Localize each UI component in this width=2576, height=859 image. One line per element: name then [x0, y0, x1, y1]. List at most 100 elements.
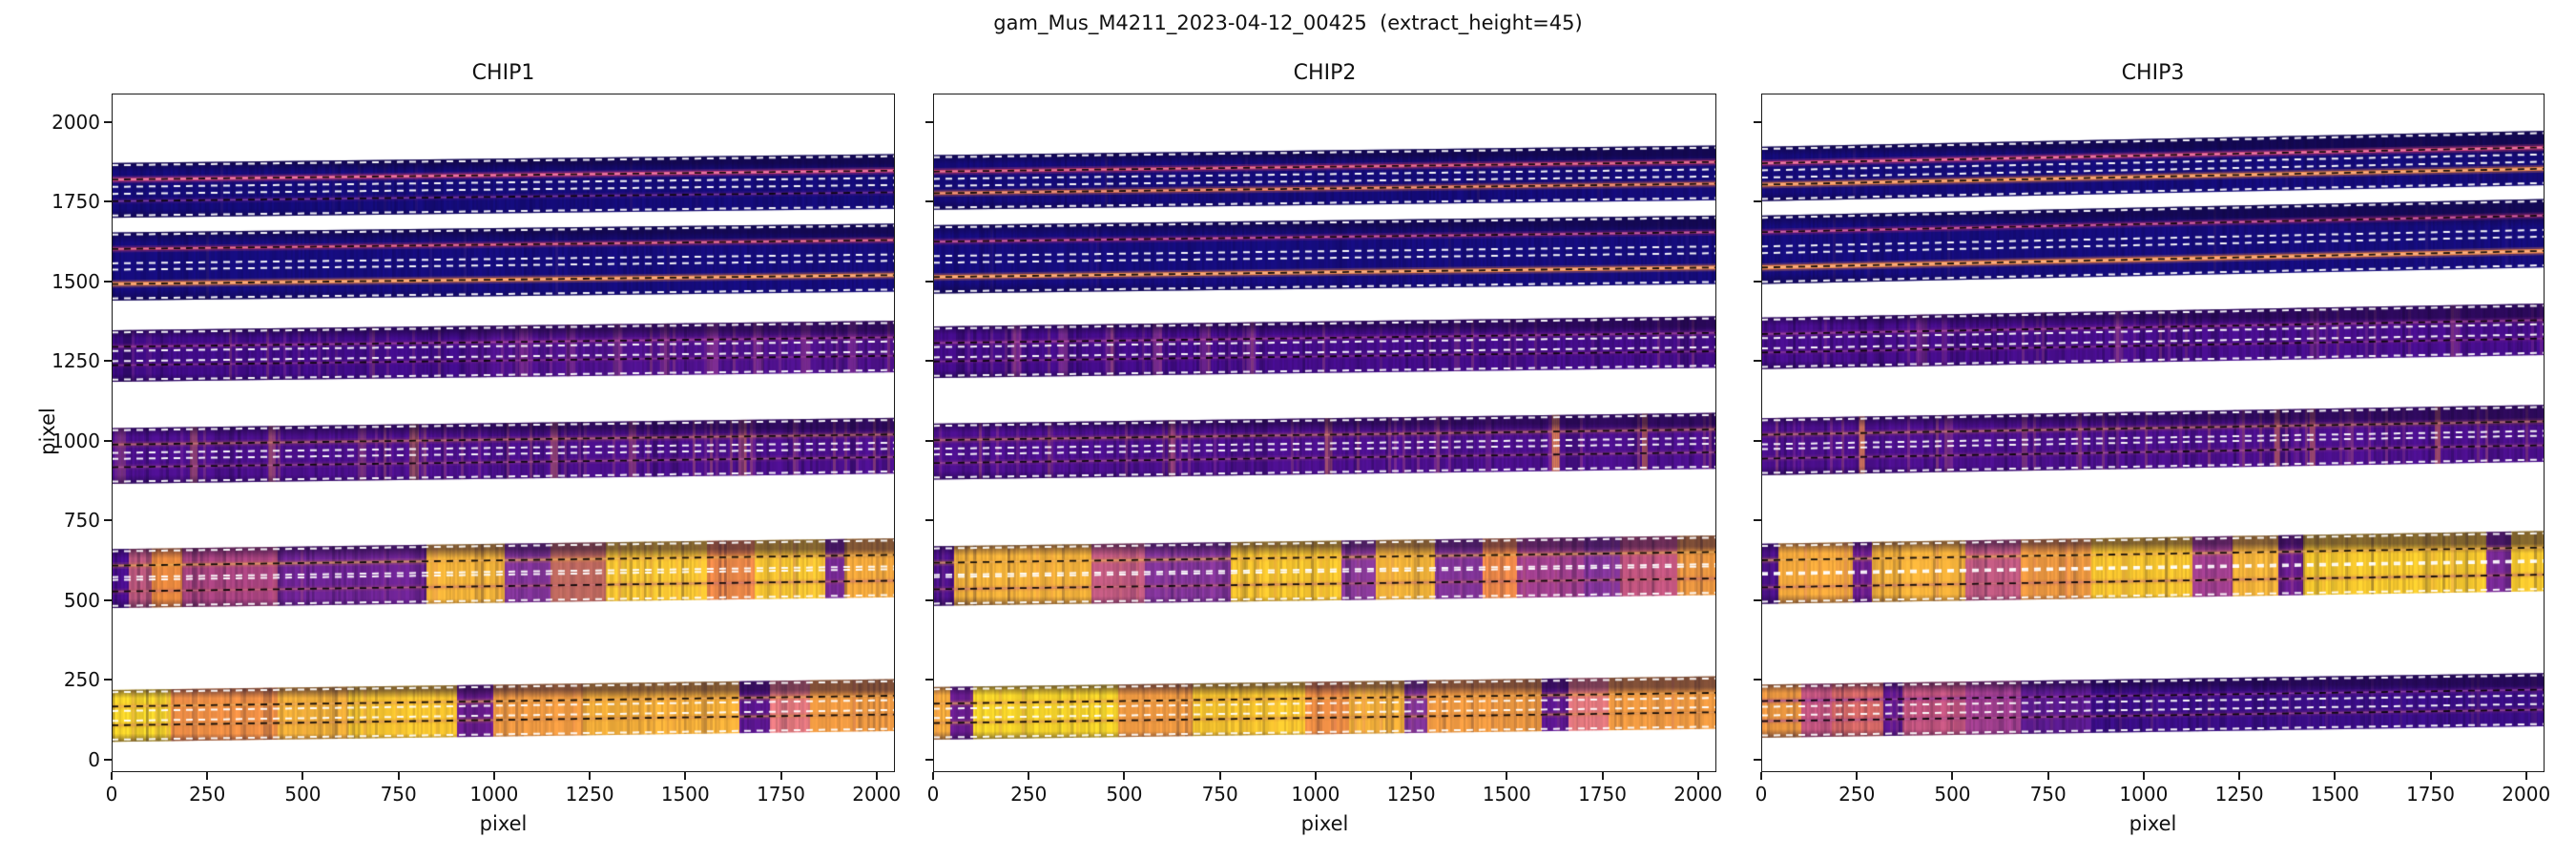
x-tick-mark: [779, 772, 782, 780]
x-tick-mark: [684, 772, 687, 780]
y-tick-mark: [925, 280, 933, 283]
x-tick-mark: [2524, 772, 2527, 780]
y-tick-label: 1250: [52, 349, 100, 373]
y-tick-mark: [925, 519, 933, 522]
panel-title-chip3: CHIP3: [2121, 61, 2185, 85]
x-tick-label: 500: [1106, 783, 1143, 806]
y-tick-mark: [925, 439, 933, 442]
x-tick-mark: [2334, 772, 2337, 780]
x-tick-label: 750: [1201, 783, 1238, 806]
y-tick-mark: [104, 679, 112, 681]
y-tick-mark: [104, 439, 112, 442]
x-tick-mark: [1123, 772, 1126, 780]
x-tick-label: 1500: [2310, 783, 2359, 806]
panel-title-chip1: CHIP1: [471, 61, 535, 85]
chip2-spectra-canvas: [933, 94, 1716, 772]
x-tick-mark: [932, 772, 934, 780]
y-tick-label: 1500: [52, 269, 100, 293]
x-tick-mark: [1410, 772, 1413, 780]
y-tick-label: 250: [63, 668, 100, 692]
y-tick-mark: [925, 598, 933, 601]
x-tick-label: 1250: [2214, 783, 2264, 806]
y-tick-label: 1750: [52, 190, 100, 214]
x-tick-label: 0: [1755, 783, 1768, 806]
x-tick-label: 2000: [1673, 783, 1723, 806]
x-tick-label: 250: [1010, 783, 1048, 806]
x-tick-label: 0: [105, 783, 118, 806]
y-tick-mark: [104, 758, 112, 761]
y-tick-mark: [1754, 598, 1761, 601]
y-tick-mark: [925, 758, 933, 761]
x-tick-mark: [397, 772, 400, 780]
x-tick-label: 750: [2029, 783, 2067, 806]
y-tick-label: 1000: [52, 429, 100, 452]
y-tick-mark: [104, 280, 112, 283]
y-tick-label: 0: [88, 747, 100, 771]
y-tick-mark: [104, 121, 112, 124]
x-tick-mark: [2238, 772, 2241, 780]
x-tick-label: 750: [380, 783, 417, 806]
y-tick-mark: [925, 121, 933, 124]
x-tick-label: 1500: [660, 783, 710, 806]
x-tick-label: 500: [284, 783, 322, 806]
x-tick-label: 1250: [1386, 783, 1436, 806]
x-tick-label: 1750: [757, 783, 805, 806]
x-tick-label: 1250: [565, 783, 614, 806]
y-tick-mark: [1754, 121, 1761, 124]
x-tick-label: 500: [1934, 783, 1971, 806]
x-tick-mark: [875, 772, 878, 780]
x-tick-mark: [1506, 772, 1508, 780]
y-tick-mark: [1754, 360, 1761, 363]
x-axis-label: pixel: [2129, 812, 2177, 835]
x-tick-mark: [111, 772, 113, 780]
chip3-spectra-canvas: [1761, 94, 2545, 772]
y-tick-mark: [925, 360, 933, 363]
x-tick-mark: [1856, 772, 1859, 780]
y-tick-label: 500: [63, 588, 100, 612]
y-tick-mark: [1754, 439, 1761, 442]
x-tick-label: 1000: [1291, 783, 1340, 806]
x-tick-mark: [1601, 772, 1604, 780]
x-tick-label: 1000: [469, 783, 519, 806]
x-tick-mark: [589, 772, 592, 780]
x-tick-label: 1000: [2119, 783, 2169, 806]
y-tick-mark: [1754, 280, 1761, 283]
y-tick-mark: [104, 360, 112, 363]
x-tick-label: 1750: [1578, 783, 1627, 806]
x-tick-label: 1750: [2406, 783, 2455, 806]
x-tick-mark: [1696, 772, 1699, 780]
x-tick-mark: [301, 772, 304, 780]
y-axis-label: pixel: [35, 407, 59, 455]
y-tick-label: 2000: [52, 111, 100, 135]
x-tick-mark: [1028, 772, 1030, 780]
y-tick-mark: [1754, 519, 1761, 522]
y-tick-mark: [1754, 758, 1761, 761]
panel-title-chip2: CHIP2: [1293, 61, 1357, 85]
y-tick-label: 750: [63, 509, 100, 533]
x-tick-label: 2000: [852, 783, 902, 806]
x-tick-mark: [2046, 772, 2049, 780]
y-tick-mark: [104, 519, 112, 522]
chip1-spectra-canvas: [112, 94, 895, 772]
x-tick-mark: [1951, 772, 1954, 780]
x-tick-mark: [2142, 772, 2145, 780]
x-tick-mark: [1760, 772, 1762, 780]
y-tick-mark: [1754, 200, 1761, 203]
x-tick-label: 2000: [2502, 783, 2551, 806]
x-tick-label: 250: [189, 783, 226, 806]
x-tick-mark: [1314, 772, 1317, 780]
x-axis-label: pixel: [1300, 812, 1349, 835]
x-tick-mark: [2429, 772, 2432, 780]
figure-title: gam_Mus_M4211_2023-04-12_00425 (extract_…: [993, 11, 1583, 34]
y-tick-mark: [104, 598, 112, 601]
x-axis-label: pixel: [479, 812, 528, 835]
y-tick-mark: [104, 200, 112, 203]
x-tick-mark: [1218, 772, 1221, 780]
x-tick-mark: [492, 772, 495, 780]
x-tick-label: 250: [1839, 783, 1876, 806]
x-tick-label: 0: [926, 783, 940, 806]
y-tick-mark: [1754, 679, 1761, 681]
y-tick-mark: [925, 679, 933, 681]
x-tick-mark: [206, 772, 209, 780]
